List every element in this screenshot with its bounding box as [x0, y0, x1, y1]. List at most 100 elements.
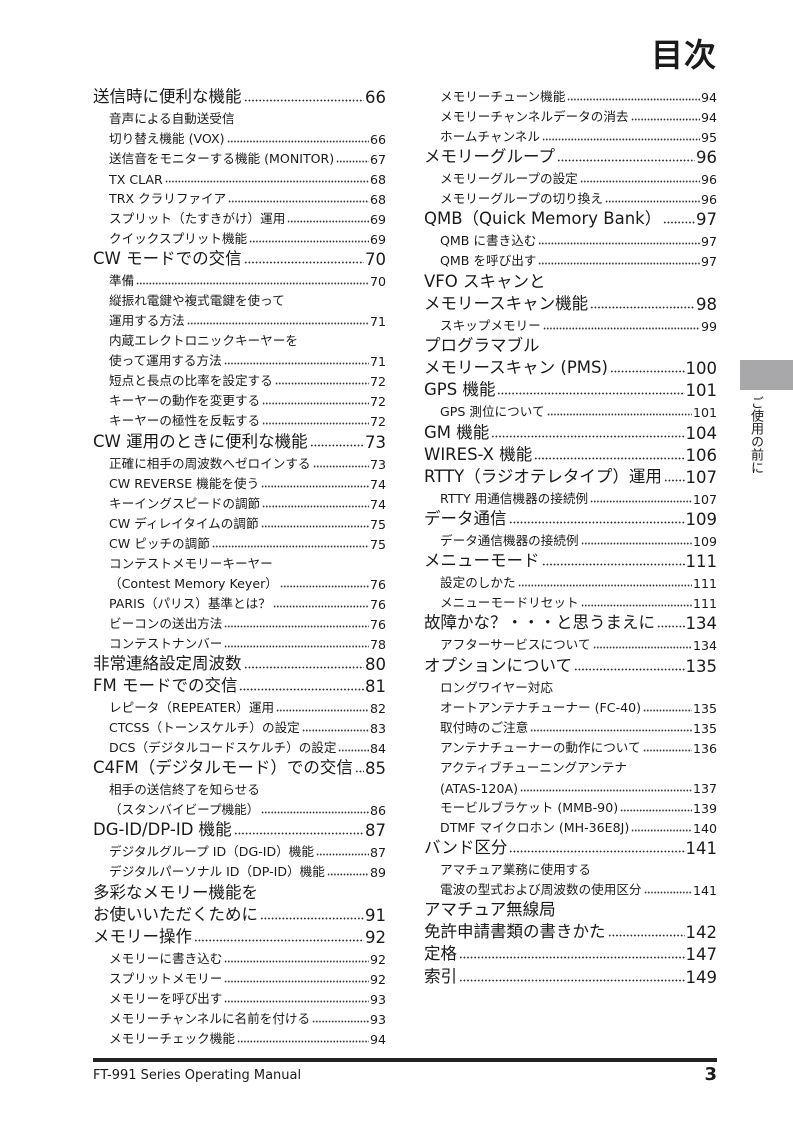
toc-entry[interactable]: メニューモードリセット 111: [424, 591, 717, 611]
toc-entry[interactable]: QMB を呼び出す 97: [424, 249, 717, 269]
toc-entry[interactable]: メモリーグループ 96: [424, 145, 717, 167]
toc-entry[interactable]: アフターサービスについて 134: [424, 633, 717, 653]
toc-entry[interactable]: 送信時に便利な機能 66: [93, 85, 386, 107]
toc-entry[interactable]: 免許申請書類の書きかた 142: [424, 920, 717, 942]
toc-entry[interactable]: メモリーグループの切り換え 96: [424, 187, 717, 207]
toc-entry[interactable]: GM 機能 104: [424, 420, 717, 443]
toc-entry[interactable]: デジタルグループ ID（DG-ID）機能 87: [93, 840, 386, 860]
toc-entry[interactable]: CW モードでの交信 70: [93, 247, 386, 269]
toc-entry[interactable]: アクティブチューニングアンテナ: [424, 756, 717, 776]
toc-entry[interactable]: スキップメモリー 99: [424, 314, 717, 334]
toc-entry-page: 72: [369, 414, 386, 430]
toc-entry[interactable]: データ通信機器の接続例 109: [424, 529, 717, 549]
toc-entry[interactable]: お使いいただくために 91: [93, 903, 386, 925]
toc-entry[interactable]: スプリットメモリー 92: [93, 967, 386, 987]
toc-entry[interactable]: QMB に書き込む 97: [424, 229, 717, 249]
toc-entry[interactable]: キーヤーの動作を変更する 72: [93, 389, 386, 409]
toc-entry[interactable]: アンテナチューナーの動作について 136: [424, 736, 717, 756]
toc-entry[interactable]: メモリーグループの設定 96: [424, 167, 717, 187]
toc-entry[interactable]: コンテストナンバー 78: [93, 632, 386, 652]
toc-entry[interactable]: RTTY（ラジオテレタイプ）運用 107: [424, 465, 717, 487]
toc-entry[interactable]: 定格 147: [424, 942, 717, 964]
toc-entry-page: 70: [369, 274, 386, 290]
toc-entry-label: モービルブラケット (MMB-90): [440, 799, 619, 815]
toc-entry[interactable]: 相手の送信終了を知らせる: [93, 778, 386, 798]
dot-leader: [508, 521, 685, 525]
toc-entry[interactable]: CW ディレイタイムの調節 75: [93, 512, 386, 532]
toc-entry[interactable]: メモリースキャン (PMS) 100: [424, 356, 717, 378]
toc-entry-page: 91: [365, 905, 386, 925]
toc-entry[interactable]: オプションについて 135: [424, 653, 717, 676]
toc-entry[interactable]: C4FM（デジタルモード）での交信 85: [93, 756, 386, 778]
toc-entry[interactable]: メモリーチャンネルに名前を付ける 93: [93, 1007, 386, 1027]
toc-entry[interactable]: 使って運用する方法 71: [93, 349, 386, 369]
toc-entry[interactable]: メモリーに書き込む 92: [93, 947, 386, 967]
toc-entry[interactable]: メモリーチェック機能 94: [93, 1027, 386, 1047]
toc-entry[interactable]: メモリースキャン機能 98: [424, 292, 717, 314]
toc-entry[interactable]: アマチュア無線局: [424, 898, 717, 920]
toc-entry[interactable]: GPS 機能 101: [424, 378, 717, 400]
toc-entry[interactable]: クイックスプリット機能 69: [93, 227, 386, 247]
toc-entry[interactable]: レピータ（REPEATER）運用 82: [93, 696, 386, 716]
toc-entry[interactable]: データ通信 109: [424, 507, 717, 529]
toc-entry[interactable]: 内蔵エレクトロニックキーヤーを: [93, 329, 386, 349]
toc-entry[interactable]: 非常連絡設定周波数 80: [93, 652, 386, 674]
toc-entry[interactable]: ホームチャンネル 95: [424, 125, 717, 145]
toc-entry-label: 相手の送信終了を知らせる: [109, 782, 260, 798]
toc-entry[interactable]: 縦振れ電鍵や複式電鍵を使って: [93, 289, 386, 309]
toc-entry[interactable]: アマチュア業務に使用する: [424, 858, 717, 878]
toc-entry[interactable]: メモリー操作 92: [93, 925, 386, 947]
toc-entry[interactable]: TX CLAR 68: [93, 167, 386, 187]
toc-entry[interactable]: DCS（デジタルコードスケルチ）の設定 84: [93, 736, 386, 756]
toc-entry[interactable]: QMB（Quick Memory Bank） 97: [424, 207, 717, 229]
section-tab-label: ご使用の前に: [748, 396, 763, 474]
toc-entry-label: QMB（Quick Memory Bank）: [424, 209, 662, 229]
toc-entry[interactable]: 音声による自動送受信: [93, 107, 386, 127]
toc-entry[interactable]: プログラマブル: [424, 334, 717, 356]
toc-entry[interactable]: 準備 70: [93, 269, 386, 289]
toc-entry[interactable]: スプリット（たすきがけ）運用 69: [93, 207, 386, 227]
toc-entry[interactable]: TRX クラリファイア 68: [93, 187, 386, 207]
toc-entry[interactable]: メモリーチューン機能 94: [424, 85, 717, 105]
toc-entry[interactable]: メモリーチャンネルデータの消去 94: [424, 105, 717, 125]
toc-entry[interactable]: 切り替え機能 (VOX) 66: [93, 127, 386, 147]
toc-entry[interactable]: (ATAS-120A) 137: [424, 776, 717, 796]
toc-entry[interactable]: GPS 測位について 101: [424, 400, 717, 420]
toc-entry[interactable]: CW ピッチの調節 75: [93, 532, 386, 552]
toc-entry[interactable]: VFO スキャンと: [424, 269, 717, 291]
toc-entry[interactable]: （Contest Memory Keyer） 76: [93, 572, 386, 592]
toc-entry[interactable]: CW REVERSE 機能を使う 74: [93, 472, 386, 492]
dot-leader: [223, 362, 369, 366]
toc-entry[interactable]: 短点と長点の比率を設定する 72: [93, 369, 386, 389]
toc-entry[interactable]: メモリーを呼び出す 93: [93, 987, 386, 1007]
toc-entry[interactable]: ロングワイヤー対応: [424, 676, 717, 696]
toc-entry[interactable]: モービルブラケット (MMB-90) 139: [424, 796, 717, 816]
toc-entry[interactable]: （スタンバイビープ機能） 86: [93, 798, 386, 818]
toc-entry[interactable]: キーイングスピードの調節 74: [93, 492, 386, 512]
toc-entry[interactable]: 索引 149: [424, 964, 717, 987]
toc-entry[interactable]: 運用する方法 71: [93, 309, 386, 329]
toc-entry[interactable]: WIRES-X 機能 106: [424, 443, 717, 465]
toc-entry[interactable]: キーヤーの極性を反転する 72: [93, 409, 386, 429]
toc-entry[interactable]: 取付時のご注意 135: [424, 716, 717, 736]
toc-entry[interactable]: オートアンテナチューナー (FC-40) 135: [424, 696, 717, 716]
toc-entry[interactable]: 正確に相手の周波数へゼロインする 73: [93, 452, 386, 472]
toc-entry[interactable]: 多彩なメモリー機能を: [93, 880, 386, 902]
toc-entry[interactable]: 設定のしかた 111: [424, 571, 717, 591]
toc-entry[interactable]: CW 運用のときに便利な機能 73: [93, 429, 386, 452]
toc-entry[interactable]: RTTY 用通信機器の接続例 107: [424, 487, 717, 507]
toc-entry[interactable]: DTMF マイクロホン (MH-36E8J) 140: [424, 816, 717, 836]
toc-entry[interactable]: PARIS（パリス）基準とは？ 76: [93, 592, 386, 612]
toc-entry[interactable]: CTCSS（トーンスケルチ）の設定 83: [93, 716, 386, 736]
toc-entry[interactable]: ビーコンの送出方法 76: [93, 612, 386, 632]
toc-entry[interactable]: DG-ID/DP-ID 機能 87: [93, 818, 386, 840]
toc-entry[interactable]: 送信音をモニターする機能 (MONITOR) 67: [93, 147, 386, 167]
toc-entry[interactable]: FM モードでの交信 81: [93, 674, 386, 696]
toc-entry[interactable]: バンド区分 141: [424, 836, 717, 858]
toc-entry[interactable]: デジタルパーソナル ID（DP-ID）機能 89: [93, 860, 386, 880]
toc-entry-label: 準備: [109, 273, 135, 289]
toc-entry[interactable]: メニューモード 111: [424, 549, 717, 571]
toc-entry[interactable]: 電波の型式および周波数の使用区分 141: [424, 878, 717, 898]
toc-entry[interactable]: コンテストメモリーキーヤー: [93, 552, 386, 572]
toc-entry[interactable]: 故障かな？・・・と思うまえに 134: [424, 611, 717, 633]
